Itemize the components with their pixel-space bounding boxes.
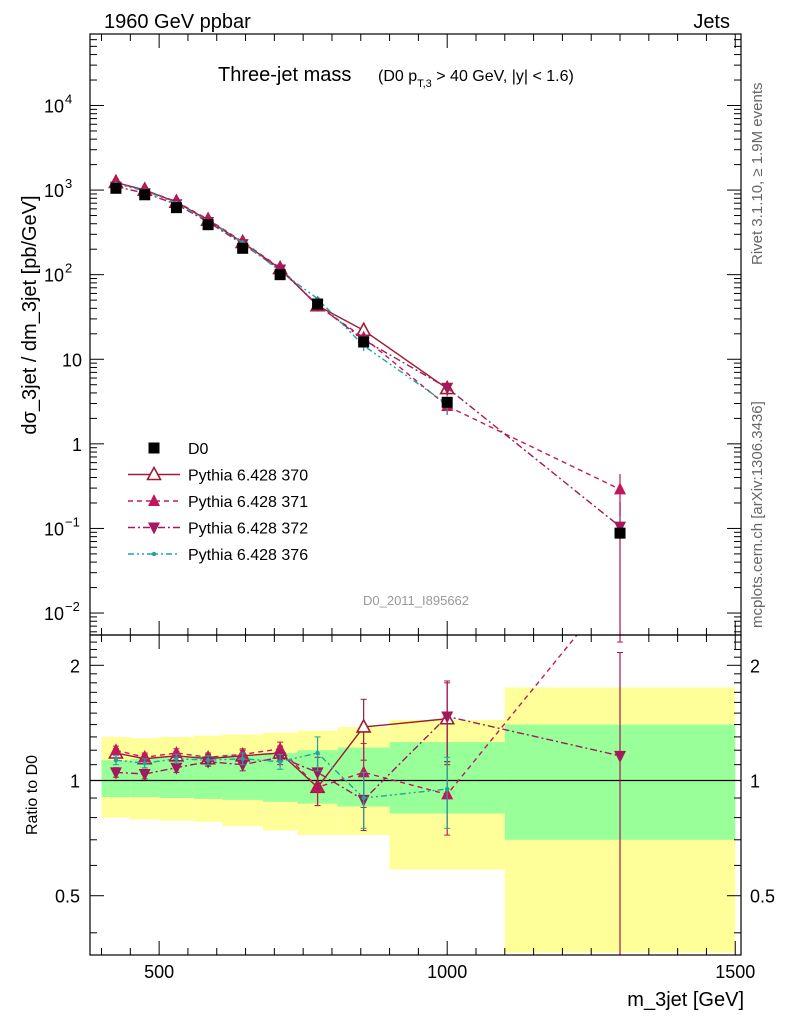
ratio-y-tick-label-right: 1 [750,772,760,792]
ratio-y-tick-label-right: 2 [750,656,760,676]
legend-label: Pythia 6.428 371 [188,494,308,511]
legend-item: Pythia 6.428 370 [128,465,308,485]
main-ylabel: dσ_3jet / dm_3jet [pb/GeV] [19,195,41,434]
data-point [170,762,183,775]
data-point [441,382,454,395]
series-line [115,752,448,799]
mcplots-label: mcplots.cern.ch [arXiv:1306.3436] [749,401,766,628]
data-point [614,482,627,495]
ratio-y-tick-label: 0.5 [55,887,80,907]
analysis-watermark: D0_2011_I895662 [363,593,469,608]
data-point [170,746,183,759]
data-point [441,396,453,408]
plot-title-cut: (D0 pT,3 > 40 GeV, |y| < 1.6) [378,68,574,90]
data-point [274,269,286,281]
series-line [115,185,621,528]
legend-label: Pythia 6.428 376 [188,547,308,564]
data-point [138,750,151,763]
series-D0-main [110,182,626,539]
main-frame [89,33,742,636]
data-point [138,768,151,781]
series-line [115,183,448,405]
legend-label: D0 [188,441,209,458]
data-point [202,219,214,231]
plot-title: Three-jet mass [218,64,351,86]
legend: D0 Pythia 6.428 370 Pythia 6.428 371 Pythia… [128,441,308,564]
y-tick-label: 10 [44,519,64,539]
data-point [139,189,151,201]
ratio-series [108,635,627,955]
series-line [115,715,621,801]
y-tick-label: 10 [62,350,82,370]
data-point [142,760,147,766]
y-tick-exponent: −1 [65,514,80,529]
data-point [110,182,122,194]
data-point [170,202,182,214]
series-line [115,182,621,490]
y-tick-label: 10 [44,181,64,201]
legend-label: Pythia 6.428 370 [188,468,308,485]
series-line [115,635,578,796]
header-right: Jets [693,11,730,33]
legend-marker [151,551,157,557]
y-tick-exponent: −2 [65,599,80,614]
x-tick-label: 1500 [715,962,755,982]
y-tick-exponent: 3 [65,176,72,191]
series-Pythia-6428-372-main [109,181,627,635]
legend-marker [146,465,162,481]
legend-marker [148,494,160,506]
data-point [614,527,626,539]
data-point [355,718,372,733]
ratio-y-tick-label-right: 0.5 [750,887,775,907]
x-tick-label: 1000 [427,962,467,982]
data-point [361,795,366,801]
ratio-y-tick-label: 2 [70,656,80,676]
data-point [441,711,454,724]
header-left: 1960 GeV ppbar [104,11,251,33]
legend-item: Pythia 6.428 371 [128,494,308,511]
data-point [614,750,627,763]
data-point [237,242,249,254]
legend-marker [148,442,160,454]
data-point [113,757,119,763]
data-point [205,757,211,763]
series-Pythia-6428-370-main [108,173,456,396]
rivet-label: Rivet 3.1.10, ≥ 1.9M events [749,83,766,266]
data-point [109,767,122,780]
legend-marker [148,522,160,535]
data-point [109,743,122,756]
ratio-bands [101,687,736,953]
legend-item: D0 [148,441,209,458]
data-point [358,336,370,348]
data-point [240,756,245,761]
y-tick-label: 10 [44,266,64,286]
x-axis-label: m_3jet [GeV] [627,989,744,1011]
y-tick-exponent: 2 [65,261,72,276]
data-point [236,759,249,772]
x-tick-label: 500 [144,962,174,982]
series-Pythia-6428-376-ratio [112,736,451,829]
y-tick-label: 10 [44,96,64,116]
ratio-ylabel: Ratio to D0 [24,755,41,835]
legend-label: Pythia 6.428 372 [188,521,308,538]
data-point [315,750,320,756]
legend-item: Pythia 6.428 376 [128,547,308,564]
y-tick-label: 1 [72,435,82,455]
data-point [444,786,450,792]
legend-item: Pythia 6.428 372 [128,521,308,538]
data-point [312,298,324,310]
y-tick-exponent: 4 [65,91,72,106]
data-point [174,756,179,761]
data-point [274,741,287,754]
series-line [115,181,448,390]
y-tick-label: 10 [44,604,64,624]
ratio-y-tick-label: 1 [70,772,80,792]
main-series [108,173,627,635]
ratio-frame [89,634,742,956]
series-Pythia-6428-376-main [113,181,450,415]
data-point [277,759,283,764]
